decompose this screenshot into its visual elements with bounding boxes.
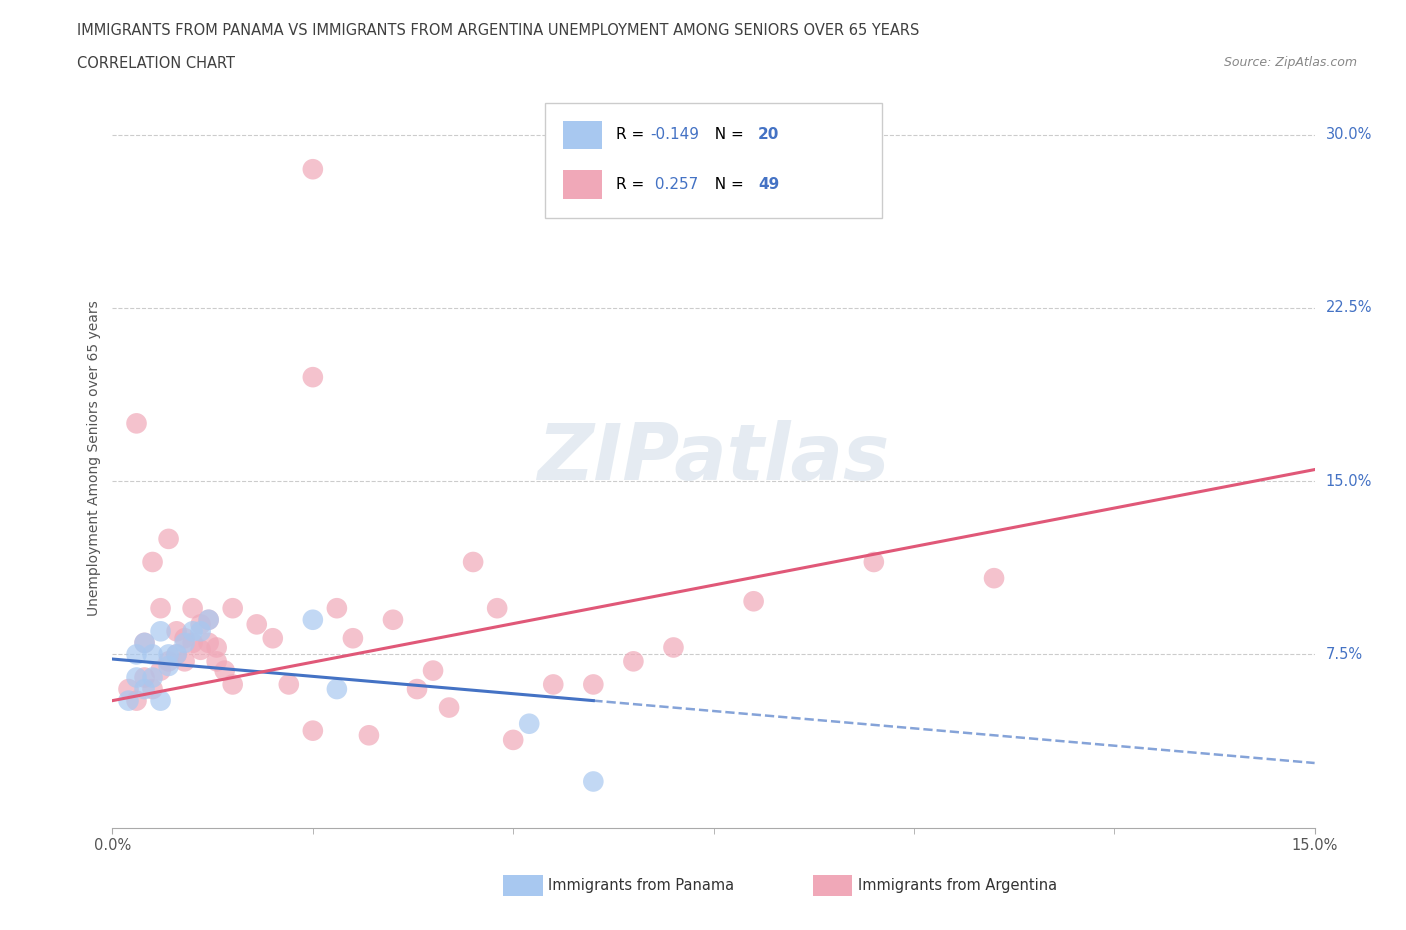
Text: Immigrants from Panama: Immigrants from Panama bbox=[548, 878, 734, 893]
Point bbox=[149, 693, 172, 708]
Point bbox=[141, 647, 163, 662]
Point bbox=[302, 612, 325, 627]
Point bbox=[406, 682, 429, 697]
Point bbox=[190, 643, 212, 658]
Point bbox=[277, 677, 299, 692]
Text: N =: N = bbox=[706, 177, 749, 192]
Point bbox=[222, 601, 245, 616]
Text: 22.5%: 22.5% bbox=[1326, 300, 1372, 315]
Point bbox=[197, 635, 219, 650]
Point bbox=[181, 635, 204, 650]
Point bbox=[486, 601, 509, 616]
Point bbox=[149, 601, 172, 616]
Point bbox=[166, 647, 188, 662]
Point bbox=[125, 693, 148, 708]
Text: 49: 49 bbox=[758, 177, 779, 192]
Point bbox=[134, 671, 156, 685]
Point bbox=[173, 631, 195, 645]
Text: 7.5%: 7.5% bbox=[1326, 647, 1362, 662]
Bar bbox=[564, 170, 602, 198]
Point bbox=[166, 624, 188, 639]
Point bbox=[141, 554, 163, 569]
Text: 15.0%: 15.0% bbox=[1326, 473, 1372, 488]
Bar bbox=[564, 121, 602, 149]
Point bbox=[983, 571, 1005, 586]
Text: ZIPatlas: ZIPatlas bbox=[537, 420, 890, 496]
Point bbox=[302, 370, 325, 385]
Point bbox=[357, 728, 380, 743]
Point bbox=[582, 774, 605, 789]
Point bbox=[197, 612, 219, 627]
Point bbox=[382, 612, 405, 627]
FancyBboxPatch shape bbox=[546, 103, 882, 218]
Text: 20: 20 bbox=[758, 127, 779, 142]
Point bbox=[197, 612, 219, 627]
Text: Immigrants from Argentina: Immigrants from Argentina bbox=[858, 878, 1057, 893]
Point bbox=[621, 654, 644, 669]
Point bbox=[149, 624, 172, 639]
Point bbox=[262, 631, 284, 645]
Point bbox=[502, 733, 524, 748]
Point bbox=[134, 635, 156, 650]
Text: 0.257: 0.257 bbox=[650, 177, 699, 192]
Point bbox=[214, 663, 236, 678]
Point bbox=[342, 631, 364, 645]
Point bbox=[117, 682, 139, 697]
Point bbox=[157, 654, 180, 669]
Y-axis label: Unemployment Among Seniors over 65 years: Unemployment Among Seniors over 65 years bbox=[87, 300, 101, 616]
Point bbox=[141, 671, 163, 685]
Text: 30.0%: 30.0% bbox=[1326, 127, 1372, 142]
Point bbox=[125, 671, 148, 685]
Point bbox=[149, 663, 172, 678]
Point bbox=[141, 682, 163, 697]
Point bbox=[543, 677, 565, 692]
Text: Source: ZipAtlas.com: Source: ZipAtlas.com bbox=[1223, 56, 1357, 69]
Point bbox=[173, 654, 195, 669]
Text: CORRELATION CHART: CORRELATION CHART bbox=[77, 56, 235, 71]
Point bbox=[166, 647, 188, 662]
Text: R =: R = bbox=[616, 177, 650, 192]
Point bbox=[302, 724, 325, 738]
Point bbox=[205, 640, 228, 655]
Point bbox=[326, 601, 349, 616]
Point bbox=[246, 617, 269, 631]
Point bbox=[582, 677, 605, 692]
Point bbox=[157, 531, 180, 546]
Text: -0.149: -0.149 bbox=[650, 127, 699, 142]
Point bbox=[662, 640, 685, 655]
Point bbox=[863, 554, 886, 569]
Point bbox=[222, 677, 245, 692]
Point bbox=[461, 554, 484, 569]
Point bbox=[437, 700, 460, 715]
Point bbox=[190, 624, 212, 639]
Point bbox=[134, 682, 156, 697]
Point bbox=[422, 663, 444, 678]
Point bbox=[125, 647, 148, 662]
Point bbox=[742, 594, 765, 609]
Point bbox=[181, 624, 204, 639]
Point bbox=[157, 658, 180, 673]
Point bbox=[157, 647, 180, 662]
Point bbox=[302, 162, 325, 177]
Text: N =: N = bbox=[706, 127, 749, 142]
Point bbox=[326, 682, 349, 697]
Point bbox=[205, 654, 228, 669]
Point bbox=[173, 635, 195, 650]
Point bbox=[181, 601, 204, 616]
Point bbox=[134, 635, 156, 650]
Point bbox=[117, 693, 139, 708]
Point bbox=[125, 416, 148, 431]
Text: IMMIGRANTS FROM PANAMA VS IMMIGRANTS FROM ARGENTINA UNEMPLOYMENT AMONG SENIORS O: IMMIGRANTS FROM PANAMA VS IMMIGRANTS FRO… bbox=[77, 23, 920, 38]
Point bbox=[517, 716, 540, 731]
Point bbox=[190, 617, 212, 631]
Text: R =: R = bbox=[616, 127, 650, 142]
